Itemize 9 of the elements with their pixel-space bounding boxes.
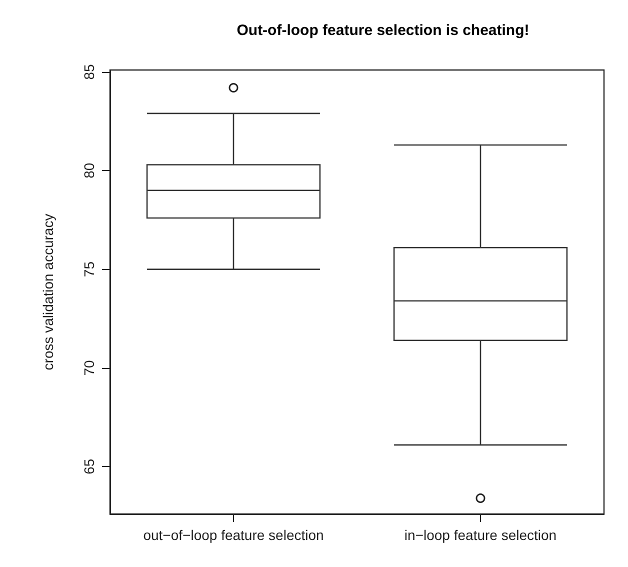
y-tick-label: 85 xyxy=(81,64,97,80)
y-tick-label: 70 xyxy=(81,360,97,376)
y-tick-label: 65 xyxy=(81,458,97,474)
y-tick-label: 75 xyxy=(81,261,97,278)
x-tick-label: in−loop feature selection xyxy=(404,527,557,543)
y-tick-label: 80 xyxy=(81,162,97,178)
chart-title: Out-of-loop feature selection is cheating! xyxy=(236,22,530,39)
y-axis-title: cross validation accuracy xyxy=(40,214,56,370)
x-tick-label: out−of−loop feature selection xyxy=(143,527,324,543)
